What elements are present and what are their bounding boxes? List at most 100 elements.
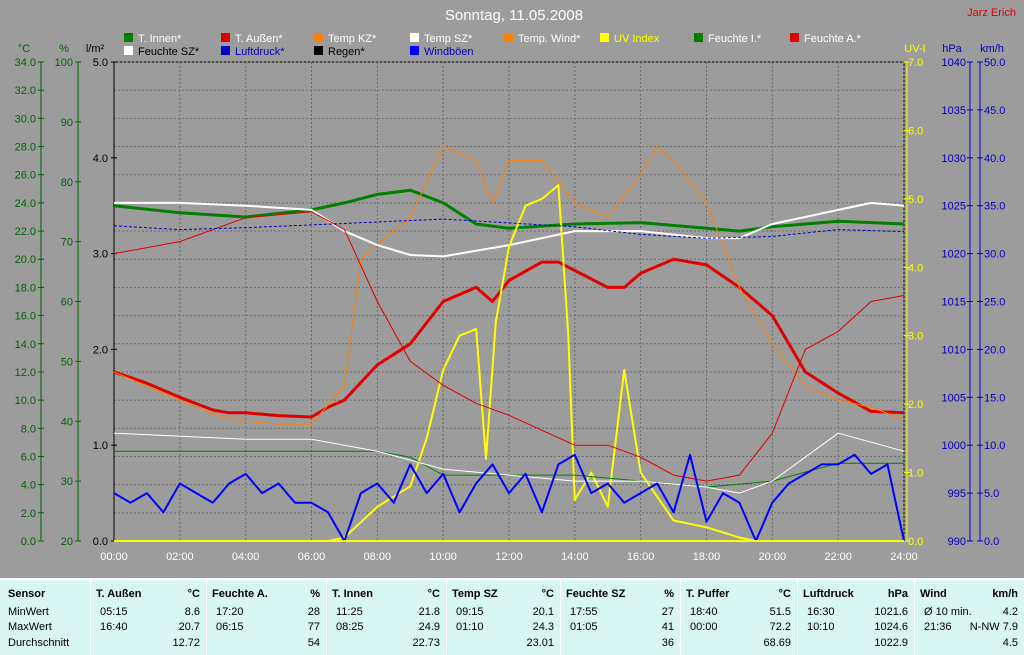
series-line — [113, 211, 905, 482]
stats-title: Feuchte SZ — [566, 588, 626, 600]
stats-min-time: 18:40 — [690, 606, 718, 618]
y-tick-label: 100 — [55, 57, 73, 69]
stats-min-value: 1021.6 — [874, 606, 908, 618]
stats-min-time: 09:15 — [456, 606, 484, 618]
y-tick-label: 28.0 — [15, 142, 36, 154]
legend-label: UV Index — [614, 33, 660, 45]
y-tick-label: 3.0 — [908, 331, 923, 343]
y-tick-label: 10.0 — [15, 395, 36, 407]
series-line — [113, 188, 905, 233]
legend-swatch — [410, 46, 419, 55]
legend-label: Temp SZ* — [424, 33, 473, 45]
legend-swatch — [790, 33, 799, 42]
series-line — [113, 218, 905, 239]
stats-title: T. Innen — [332, 588, 373, 600]
legend-swatch — [410, 33, 419, 42]
y-tick-label: 24.0 — [15, 198, 36, 210]
stats-unit: km/h — [992, 588, 1018, 600]
stats-max-value: 72.2 — [769, 621, 791, 633]
y-tick-label: 4.0 — [908, 262, 923, 274]
unit-press: hPa — [942, 43, 962, 55]
y-tick-label: 7.0 — [908, 57, 923, 69]
y-tick-label: 1.0 — [93, 440, 108, 452]
y-tick-label: 50.0 — [984, 57, 1005, 69]
x-tick-label: 20:00 — [759, 551, 787, 563]
x-tick-label: 02:00 — [166, 551, 194, 563]
stats-average: 1022.9 — [874, 637, 908, 649]
y-tick-label: 25.0 — [984, 297, 1005, 309]
y-tick-label: 34.0 — [15, 57, 36, 69]
legend-label: Regen* — [328, 46, 365, 58]
y-tick-label: 60 — [61, 297, 73, 309]
y-tick-label: 995 — [948, 488, 966, 500]
stats-min-value: 20.1 — [532, 606, 554, 618]
stats-column: T. Außen °C 05:15 8.6 16:40 20.7 12.72 — [90, 580, 207, 655]
x-tick-label: 08:00 — [364, 551, 392, 563]
stats-unit: hPa — [887, 588, 908, 600]
y-tick-label: 1.0 — [908, 468, 923, 480]
legend-swatch — [314, 33, 323, 42]
stats-max-value: 20.7 — [178, 621, 200, 633]
stats-title: Luftdruck — [803, 588, 854, 600]
stats-max-value: N-NW 7.9 — [969, 621, 1018, 633]
stats-average: 68.69 — [763, 637, 791, 649]
stats-sensor-label: Sensor — [8, 588, 46, 600]
y-tick-label: 4.0 — [21, 480, 36, 492]
stats-max-time: 01:05 — [570, 621, 598, 633]
y-tick-label: 18.0 — [15, 282, 36, 294]
stats-min-time: 17:55 — [570, 606, 598, 618]
stats-max-time: 08:25 — [336, 621, 364, 633]
y-tick-label: 5.0 — [93, 57, 108, 69]
legend-swatch — [221, 46, 230, 55]
x-tick-label: 12:00 — [495, 551, 523, 563]
stats-max-label: MaxWert — [8, 621, 52, 633]
stats-title: Wind — [920, 588, 947, 600]
legend-swatch — [314, 46, 323, 55]
stats-max-time: 06:15 — [216, 621, 244, 633]
stats-average: 54 — [307, 637, 320, 649]
legend: T. Innen* T. Außen* Temp KZ* Temp SZ* Temp. … — [124, 33, 862, 58]
legend-swatch — [504, 33, 513, 42]
legend-label: Luftdruck* — [235, 46, 285, 58]
legend-label: Windböen — [424, 46, 474, 58]
y-tick-label: 8.0 — [21, 423, 36, 435]
stats-column: Feuchte SZ% 17:55 27 01:05 41 36 — [560, 580, 681, 655]
legend-swatch — [124, 33, 133, 42]
y-tick-label: 10.0 — [984, 440, 1005, 452]
y-tick-label: 1020 — [942, 249, 966, 261]
stats-column: Temp SZ °C 09:15 20.1 01:10 24.3 23.01 — [446, 580, 561, 655]
y-tick-label: 40.0 — [984, 153, 1005, 165]
stats-title: T. Außen — [96, 588, 142, 600]
x-tick-label: 22:00 — [824, 551, 852, 563]
y-tick-label: 990 — [948, 536, 966, 548]
y-tick-label: 70 — [61, 237, 73, 249]
series-line — [113, 146, 905, 425]
y-tick-label: 26.0 — [15, 170, 36, 182]
y-tick-label: 30.0 — [984, 249, 1005, 261]
stats-min-label: MinWert — [8, 606, 49, 618]
stats-max-time: 21:36 — [924, 621, 952, 633]
y-tick-label: 40 — [61, 416, 73, 428]
stats-min-time: 17:20 — [216, 606, 244, 618]
stats-max-value: 24.3 — [532, 621, 554, 633]
stats-max-value: 77 — [307, 621, 320, 633]
y-tick-label: 15.0 — [984, 392, 1005, 404]
series-line — [113, 432, 905, 494]
stats-min-value: 51.5 — [769, 606, 791, 618]
y-tick-label: 1040 — [942, 57, 966, 69]
stats-title: Temp SZ — [452, 588, 498, 600]
y-tick-label: 5.0 — [908, 194, 923, 206]
y-tick-label: 20 — [61, 536, 73, 548]
stats-column: Wind km/h Ø 10 min. 4.2 21:36 N-NW 7.9 4.5 — [914, 580, 1024, 655]
y-tick-label: 2.0 — [93, 344, 108, 356]
stats-average: 12.72 — [172, 637, 200, 649]
legend-swatch — [221, 33, 230, 42]
y-tick-label: 0.0 — [984, 536, 999, 548]
y-tick-label: 30 — [61, 476, 73, 488]
stats-min-value: 27 — [661, 606, 674, 618]
stats-table: Sensor MinWert MaxWert Durchschnitt T. A… — [0, 578, 1024, 655]
series-line — [113, 453, 905, 542]
weather-chart: Sonntag, 11.05.2008 Jarz Erich T. Innen*… — [15, 7, 1016, 563]
stats-unit: °C — [778, 588, 791, 600]
legend-label: Feuchte SZ* — [138, 46, 200, 58]
